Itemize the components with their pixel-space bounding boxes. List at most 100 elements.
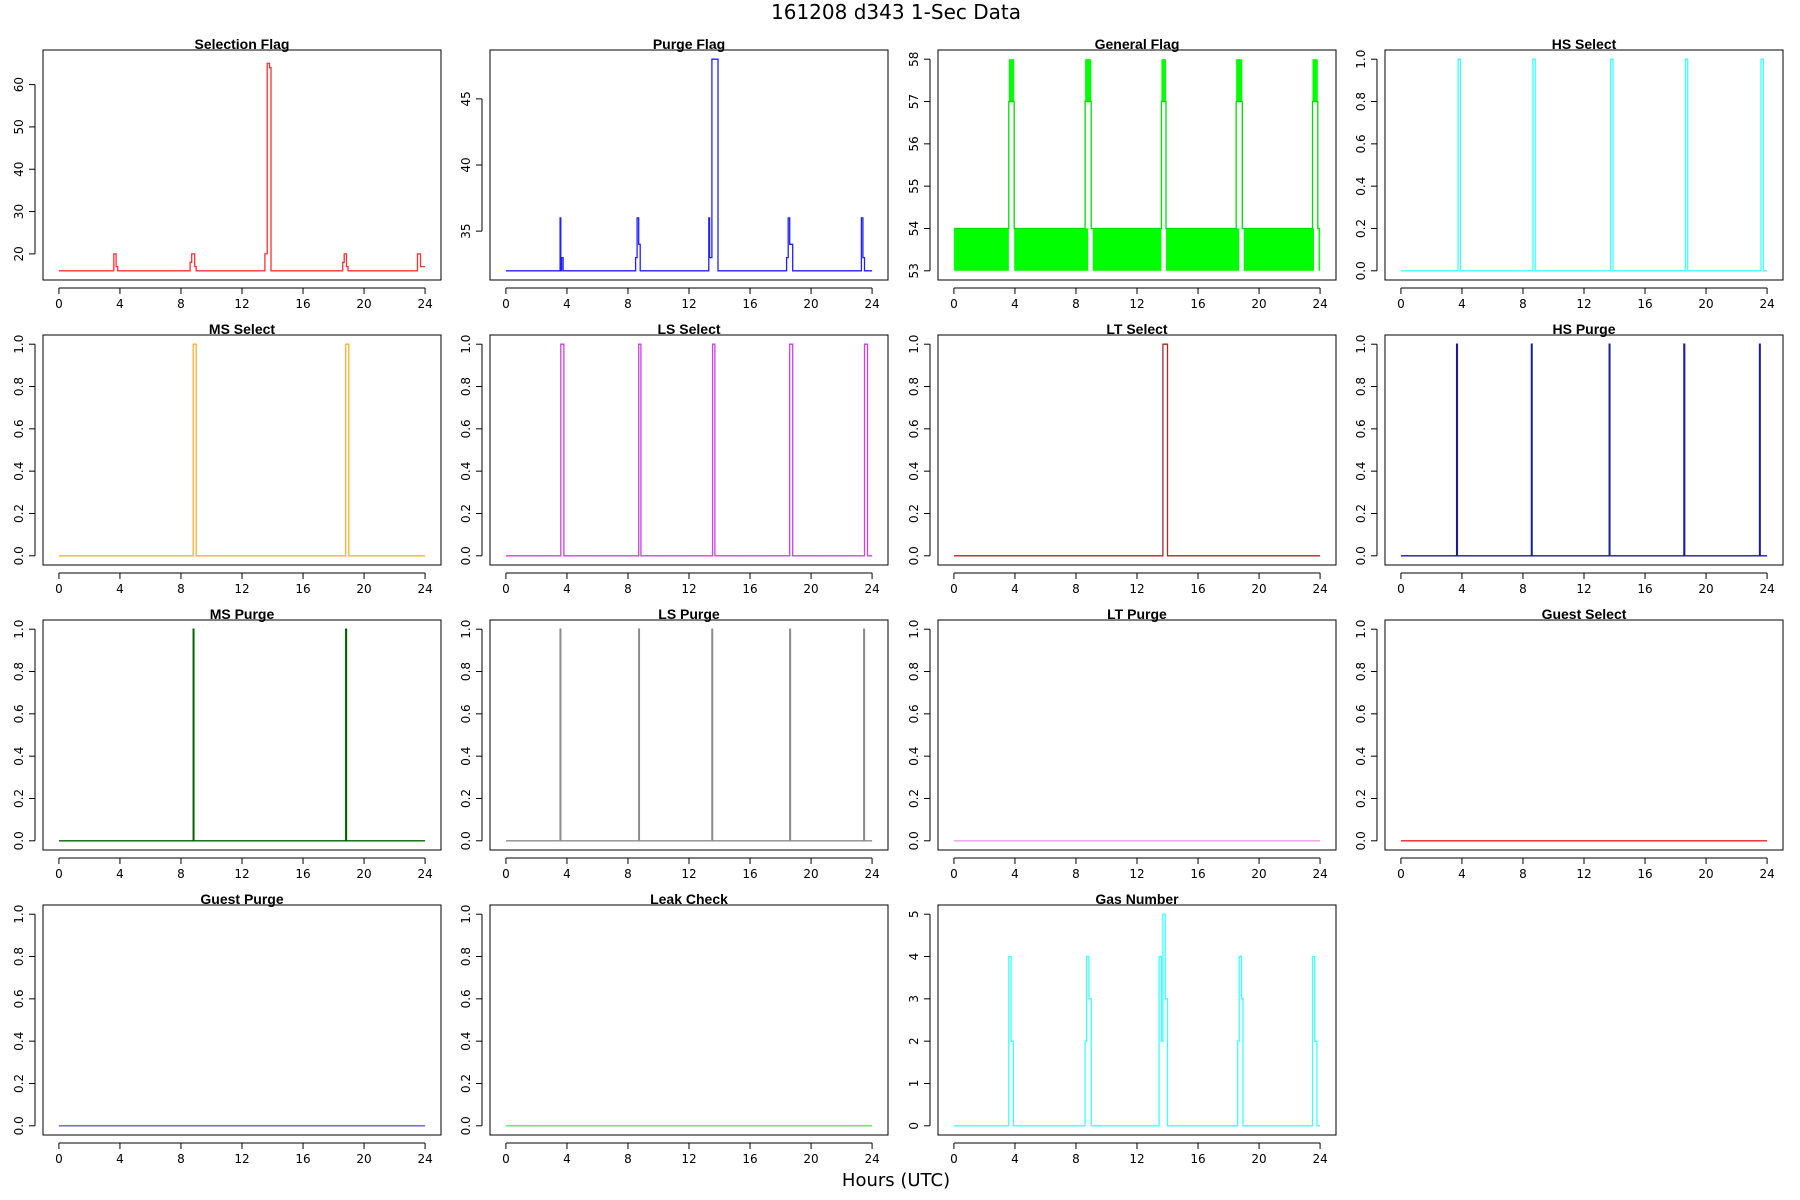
y-tick-label: 0.0 <box>459 546 473 565</box>
x-tick-label: 4 <box>1011 297 1019 311</box>
y-tick-label: 0.0 <box>907 831 921 850</box>
y-tick-label: 0.8 <box>1354 662 1368 681</box>
y-tick-label: 58 <box>907 52 921 67</box>
x-tick-label: 0 <box>950 867 958 881</box>
y-tick-label: 0.8 <box>12 947 26 966</box>
x-tick-label: 24 <box>417 582 432 596</box>
series-line <box>505 58 873 272</box>
y-tick-label: 4 <box>907 953 921 961</box>
x-tick-label: 24 <box>1312 297 1327 311</box>
filled-band <box>953 228 1009 271</box>
y-tick-label: 0.4 <box>1354 747 1368 766</box>
x-tick-label: 4 <box>116 297 124 311</box>
chart-panel: Leak Check 0 4 8 12 16 20 24 0.0 0.2 0.4 0.6 0.8 1.0 <box>459 891 889 1166</box>
y-tick-label: 0.8 <box>1354 377 1368 396</box>
x-tick-label: 0 <box>502 1152 510 1166</box>
x-tick-label: 0 <box>502 297 510 311</box>
y-tick-label: 40 <box>459 157 473 172</box>
x-tick-label: 8 <box>1072 1152 1080 1166</box>
y-tick-label: 0.2 <box>1354 504 1368 523</box>
series-line <box>953 100 1321 230</box>
y-tick-label: 0.2 <box>12 1074 26 1093</box>
x-tick-label: 8 <box>624 1152 632 1166</box>
x-tick-label: 20 <box>1251 297 1266 311</box>
x-tick-label: 8 <box>1072 867 1080 881</box>
series-line <box>953 343 1321 557</box>
x-tick-label: 4 <box>1458 582 1466 596</box>
x-tick-label: 16 <box>742 297 757 311</box>
x-tick-label: 24 <box>1312 867 1327 881</box>
series-line <box>505 628 873 842</box>
y-tick-label: 1 <box>907 1080 921 1088</box>
x-tick-label: 12 <box>681 297 696 311</box>
series-line <box>1400 58 1768 272</box>
y-tick-label: 0.0 <box>12 831 26 850</box>
y-tick-label: 0.2 <box>459 789 473 808</box>
y-tick-label: 0.4 <box>1354 462 1368 481</box>
chart-panel: LT Purge 0 4 8 12 16 20 24 0.0 0.2 0.4 0.6 0.8 1.0 <box>907 606 1337 881</box>
plot-frame <box>42 904 442 1136</box>
x-tick-label: 4 <box>116 1152 124 1166</box>
y-tick-label: 0.8 <box>907 377 921 396</box>
x-tick-label: 4 <box>563 582 571 596</box>
y-tick-label: 55 <box>907 179 921 194</box>
chart-panel: MS Select 0 4 8 12 16 20 24 0.0 0.2 0.4 0.6 0.8 1.0 <box>12 321 442 596</box>
y-tick-label: 0.0 <box>12 1116 26 1135</box>
x-tick-label: 8 <box>624 582 632 596</box>
y-tick-label: 0.8 <box>459 377 473 396</box>
panel-title: Purge Flag <box>653 36 725 52</box>
y-tick-label: 0.8 <box>12 662 26 681</box>
x-tick-label: 8 <box>1072 582 1080 596</box>
y-tick-label: 0.2 <box>907 504 921 523</box>
x-tick-label: 24 <box>1759 867 1774 881</box>
plot-frame <box>1384 334 1784 566</box>
x-tick-label: 20 <box>356 1152 371 1166</box>
series-line <box>505 343 873 557</box>
panel-title: LT Select <box>1106 321 1168 337</box>
panel-title: HS Purge <box>1552 321 1615 337</box>
y-tick-label: 0.4 <box>907 462 921 481</box>
plot-frame <box>42 334 442 566</box>
x-tick-label: 24 <box>864 1152 879 1166</box>
series-line <box>58 343 426 557</box>
x-axis-caption: Hours (UTC) <box>842 1170 950 1191</box>
x-tick-label: 24 <box>1759 297 1774 311</box>
x-tick-label: 12 <box>1129 582 1144 596</box>
x-tick-label: 20 <box>1698 297 1713 311</box>
x-tick-label: 16 <box>742 582 757 596</box>
y-tick-label: 0.6 <box>12 989 26 1008</box>
x-tick-label: 12 <box>1576 582 1591 596</box>
y-tick-label: 57 <box>907 94 921 109</box>
panel-title: HS Select <box>1552 36 1617 52</box>
plot-frame <box>937 619 1337 851</box>
filled-band <box>1243 228 1314 271</box>
y-tick-label: 0.8 <box>459 947 473 966</box>
y-tick-label: 0.4 <box>12 747 26 766</box>
y-tick-label: 0.4 <box>1354 177 1368 196</box>
y-tick-label: 0.0 <box>907 546 921 565</box>
y-tick-label: 0.0 <box>12 546 26 565</box>
x-tick-label: 12 <box>1129 867 1144 881</box>
x-tick-label: 20 <box>803 297 818 311</box>
x-tick-label: 12 <box>234 582 249 596</box>
x-tick-label: 20 <box>356 867 371 881</box>
x-tick-label: 0 <box>1397 297 1405 311</box>
x-tick-label: 4 <box>563 297 571 311</box>
x-tick-label: 4 <box>1011 867 1019 881</box>
x-tick-label: 4 <box>1458 297 1466 311</box>
x-tick-label: 8 <box>1519 297 1527 311</box>
x-tick-label: 20 <box>1251 867 1266 881</box>
y-tick-label: 0.0 <box>1354 831 1368 850</box>
x-tick-label: 20 <box>356 582 371 596</box>
series-line <box>1400 343 1768 557</box>
y-tick-label: 0.0 <box>1354 261 1368 280</box>
y-tick-label: 1.0 <box>907 620 921 639</box>
y-tick-label: 0.6 <box>12 704 26 723</box>
y-tick-label: 0.6 <box>12 419 26 438</box>
y-tick-label: 40 <box>12 162 26 177</box>
x-tick-label: 20 <box>803 867 818 881</box>
y-tick-label: 0.2 <box>907 789 921 808</box>
x-tick-label: 8 <box>177 867 185 881</box>
x-tick-label: 16 <box>295 582 310 596</box>
x-tick-label: 16 <box>742 1152 757 1166</box>
